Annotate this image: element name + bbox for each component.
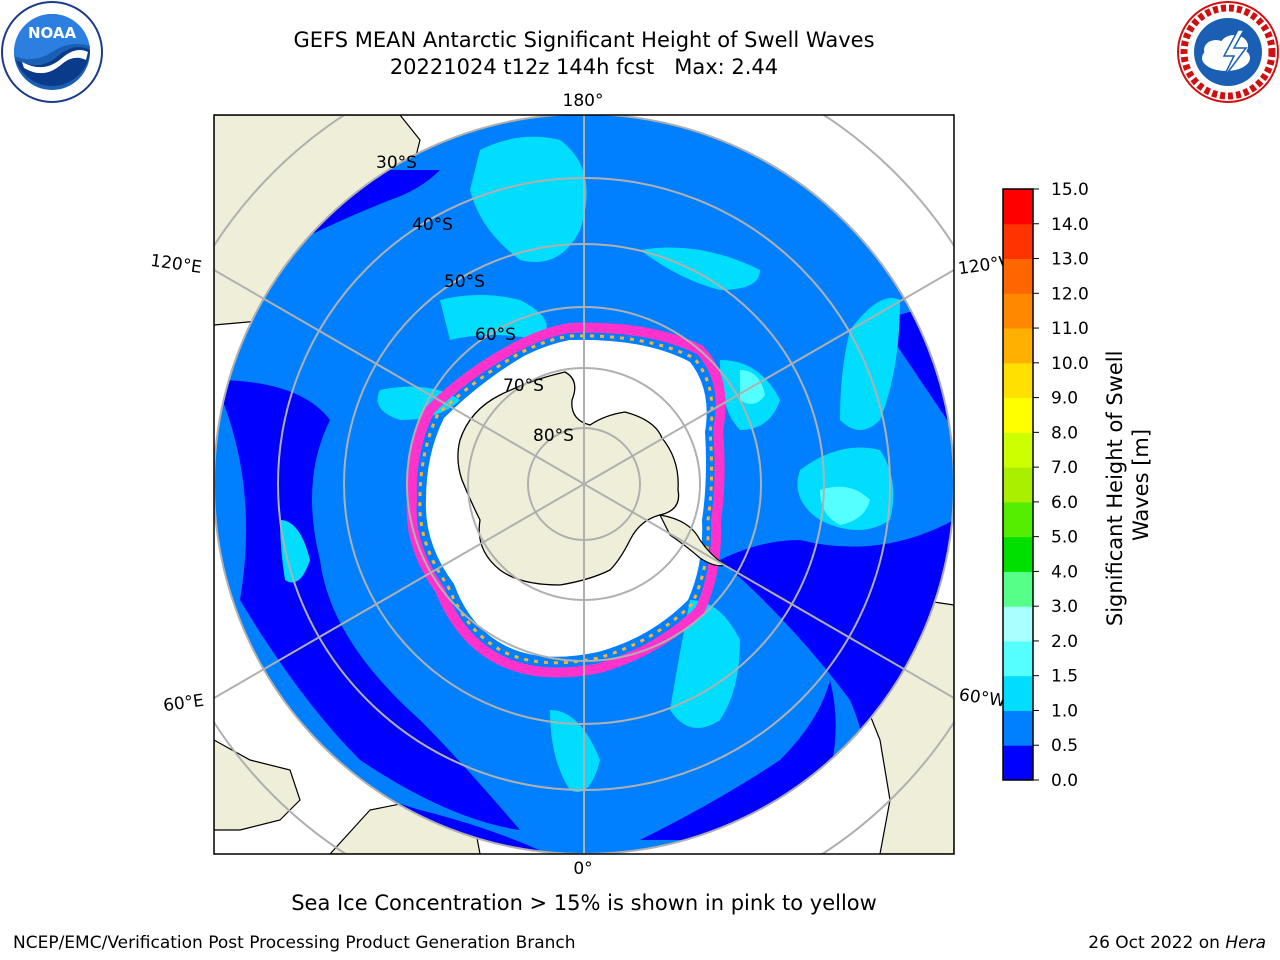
chart-subtitle: 20221024 t12z 144h fcst Max: 2.44 (389, 55, 779, 79)
footer-credit: NCEP/EMC/Verification Post Processing Pr… (13, 933, 576, 953)
colorbar-tick-label: 2.0 (1051, 632, 1078, 652)
lat-label-70s: 70°S (503, 376, 544, 396)
colorbar-swatch (1003, 675, 1033, 711)
lon-label-top: 180° (563, 91, 604, 111)
lat-label-40s: 40°S (412, 215, 453, 235)
noaa-logo-icon: NOAA (1, 1, 103, 103)
chart-title: GEFS MEAN Antarctic Significant Height o… (293, 28, 875, 52)
map-frame (213, 114, 955, 855)
colorbar-swatch (1003, 710, 1033, 746)
nws-logo-icon (1177, 1, 1279, 103)
lon-label-upper-left: 120°E (149, 251, 203, 278)
colorbar-tick-label: 9.0 (1051, 389, 1078, 409)
colorbar-tick-label: 0.0 (1051, 771, 1078, 791)
noaa-logo-text: NOAA (28, 24, 77, 42)
colorbar-tick-label: 5.0 (1051, 528, 1078, 548)
colorbar-tick-label: 7.0 (1051, 458, 1078, 478)
footer-date-text: 26 Oct 2022 on (1088, 933, 1226, 953)
colorbar-label: Significant Height of Swell Waves [m] (1103, 344, 1153, 626)
colorbar-tick-label: 13.0 (1051, 250, 1089, 270)
lat-label-80s: 80°S (533, 426, 574, 446)
colorbar-tick-label: 1.0 (1051, 701, 1078, 721)
colorbar-tick-label: 11.0 (1051, 319, 1089, 339)
lon-label-lower-left: 60°E (162, 691, 205, 716)
colorbar-swatch (1003, 571, 1033, 607)
colorbar-tick-label: 12.0 (1051, 284, 1089, 304)
colorbar-swatch (1003, 640, 1033, 677)
colorbar-tick-label: 4.0 (1051, 562, 1078, 582)
graticule (214, 115, 954, 854)
colorbar-tick-label: 3.0 (1051, 597, 1078, 617)
colorbar: 0.0 0.5 1.0 1.5 2.0 3.0 4.0 5.0 6.0 7.0 8.0 9.0 10.0… (1002, 180, 1089, 791)
antarctica (457, 371, 680, 586)
lon-label-bottom: 0° (573, 859, 592, 879)
lon-label-lower-right: 60°W (958, 685, 1007, 711)
footer-date: 26 Oct 2022 on Hera (1088, 933, 1266, 953)
colorbar-swatch (1003, 501, 1033, 538)
colorbar-label-line1: Significant Height of Swell (1103, 351, 1127, 627)
colorbar-swatch (1003, 467, 1033, 503)
colorbar-swatch (1003, 397, 1033, 433)
colorbar-tick-label: 10.0 (1051, 354, 1089, 374)
colorbar-swatch (1003, 432, 1033, 468)
colorbar-swatch (1003, 258, 1033, 294)
lat-label-50s: 50°S (444, 272, 485, 292)
colorbar-swatch (1003, 293, 1033, 329)
colorbar-swatch (1003, 328, 1033, 364)
colorbar-tick-label: 1.5 (1051, 667, 1078, 687)
colorbar-frame (1002, 188, 1034, 781)
sea-ice-edge-pink (406, 322, 726, 678)
colorbar-label-line2: Waves [m] (1129, 429, 1153, 541)
colorbar-swatch (1003, 745, 1033, 781)
footer-machine: Hera (1225, 933, 1266, 953)
colorbar-tick-label: 8.0 (1051, 423, 1078, 443)
colorbar-swatch (1003, 606, 1033, 642)
colorbar-tick-label: 14.0 (1051, 215, 1089, 235)
colorbar-swatch (1003, 536, 1033, 572)
colorbar-tick-label: 0.5 (1051, 736, 1078, 756)
swell-mid-bands (280, 136, 900, 792)
colorbar-swatch (1003, 223, 1033, 260)
sea-ice-caption: Sea Ice Concentration > 15% is shown in … (291, 891, 877, 915)
colorbar-swatch (1003, 362, 1033, 399)
colorbar-tick-label: 6.0 (1051, 493, 1078, 513)
lat-label-30s: 30°S (376, 153, 417, 173)
colorbar-tick-label: 15.0 (1051, 180, 1089, 200)
colorbar-swatch (1003, 189, 1033, 225)
lat-label-60s: 60°S (475, 325, 516, 345)
